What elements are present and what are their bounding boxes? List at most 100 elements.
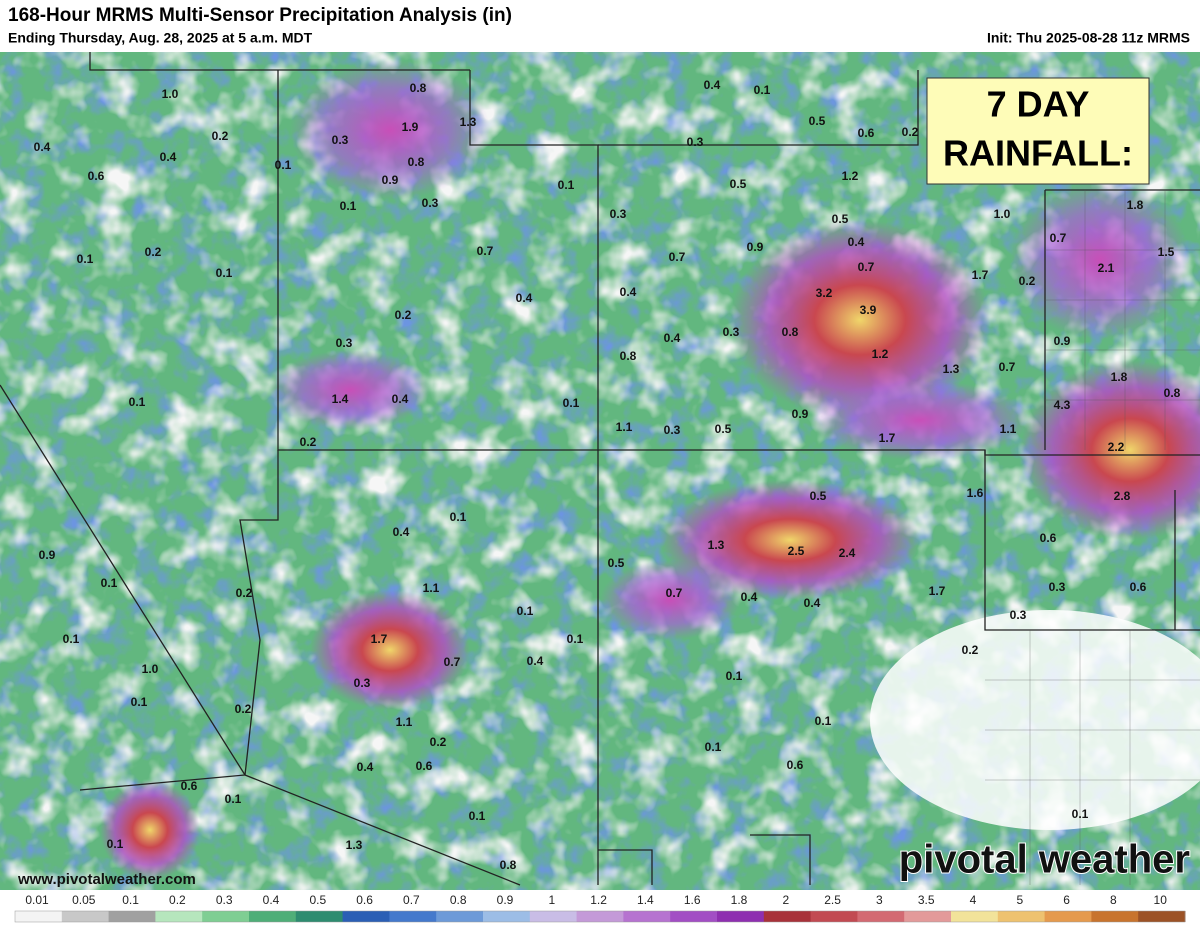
legend-tick-label: 6 <box>1063 893 1070 907</box>
rain-total-label: 1.2 <box>842 169 859 183</box>
legend-swatch <box>483 911 531 922</box>
rain-total-label: 0.9 <box>792 407 809 421</box>
site-url: www.pivotalweather.com <box>17 871 196 888</box>
legend-swatch <box>951 911 999 922</box>
rain-total-label: 0.9 <box>39 548 56 562</box>
rain-total-label: 0.4 <box>357 760 374 774</box>
legend-tick-label: 1.2 <box>590 893 607 907</box>
rain-total-label: 0.5 <box>608 556 625 570</box>
rain-total-label: 1.7 <box>371 632 388 646</box>
legend-tick-label: 1.8 <box>731 893 748 907</box>
rain-total-label: 0.3 <box>1049 580 1066 594</box>
rain-total-label: 0.1 <box>563 396 580 410</box>
legend-tick-label: 4 <box>970 893 977 907</box>
rain-total-label: 0.8 <box>620 349 637 363</box>
legend-tick-label: 2 <box>782 893 789 907</box>
rain-total-label: 0.8 <box>410 81 427 95</box>
rain-total-label: 0.1 <box>469 809 486 823</box>
logo: pivotal weather <box>899 838 1190 882</box>
rain-total-label: 0.2 <box>235 702 252 716</box>
rain-total-label: 0.7 <box>999 360 1016 374</box>
rain-total-label: 0.1 <box>107 837 124 851</box>
rain-total-label: 2.2 <box>1108 440 1125 454</box>
rain-total-label: 0.6 <box>88 169 105 183</box>
rain-total-label: 0.2 <box>395 308 412 322</box>
legend-tick-label: 0.6 <box>356 893 373 907</box>
rain-total-label: 0.6 <box>1040 531 1057 545</box>
rain-total-label: 0.3 <box>687 135 704 149</box>
legend-tick-label: 8 <box>1110 893 1117 907</box>
rain-total-label: 0.2 <box>902 125 919 139</box>
rain-total-label: 0.1 <box>726 669 743 683</box>
rain-total-label: 0.1 <box>275 158 292 172</box>
legend-swatch <box>763 911 812 922</box>
rain-total-label: 0.6 <box>416 759 433 773</box>
rain-total-label: 0.4 <box>664 331 681 345</box>
callout-line: 7 DAY <box>987 84 1090 125</box>
rain-total-label: 0.3 <box>1010 608 1027 622</box>
rain-total-label: 1.0 <box>142 662 159 676</box>
legend-tick-label: 1.4 <box>637 893 654 907</box>
rain-total-label: 0.2 <box>145 245 162 259</box>
legend-swatch <box>529 911 578 922</box>
legend-tick-label: 0.9 <box>497 893 514 907</box>
legend-tick-label: 0.5 <box>309 893 326 907</box>
rain-total-label: 0.4 <box>620 285 637 299</box>
rain-total-label: 2.4 <box>839 546 856 560</box>
rain-total-label: 0.1 <box>754 83 771 97</box>
legend-border <box>14 910 1186 923</box>
rain-total-label: 0.7 <box>669 250 686 264</box>
legend-swatch <box>810 911 858 922</box>
rain-total-label: 1.6 <box>967 486 984 500</box>
rain-total-label: 0.4 <box>527 654 544 668</box>
callout-line: RAINFALL: <box>943 133 1133 174</box>
rain-total-label: 0.3 <box>664 423 681 437</box>
legend-swatch <box>436 911 484 922</box>
legend-tick-label: 1.6 <box>684 893 701 907</box>
rain-total-label: 0.1 <box>340 199 357 213</box>
legend-swatch <box>997 911 1046 922</box>
rain-total-label: 1.9 <box>402 120 419 134</box>
legend-swatch <box>717 911 765 922</box>
rain-total-label: 1.5 <box>1158 245 1175 259</box>
rain-total-label: 0.6 <box>858 126 875 140</box>
legend-swatch <box>623 911 671 922</box>
legend-swatch <box>155 911 203 922</box>
rain-total-label: 0.3 <box>332 133 349 147</box>
header-bg <box>0 0 1200 52</box>
legend-tick-label: 3 <box>876 893 883 907</box>
rain-total-label: 0.2 <box>300 435 317 449</box>
legend-tick-label: 0.7 <box>403 893 420 907</box>
rain-total-label: 0.6 <box>787 758 804 772</box>
rain-total-label: 0.8 <box>408 155 425 169</box>
rain-total-label: 0.1 <box>705 740 722 754</box>
legend-swatch <box>389 911 437 922</box>
rain-total-label: 4.3 <box>1054 398 1071 412</box>
rain-total-label: 0.5 <box>715 422 732 436</box>
rain-total-label: 3.2 <box>816 286 833 300</box>
legend-swatch <box>857 911 905 922</box>
rain-total-label: 0.9 <box>1054 334 1071 348</box>
rain-total-label: 0.8 <box>500 858 517 872</box>
rain-total-label: 0.4 <box>704 78 721 92</box>
rain-total-label: 1.8 <box>1111 370 1128 384</box>
rain-total-label: 0.1 <box>567 632 584 646</box>
rain-total-label: 1.7 <box>879 431 896 445</box>
rain-total-label: 0.5 <box>810 489 827 503</box>
rain-total-label: 0.2 <box>236 586 253 600</box>
rain-total-label: 0.3 <box>723 325 740 339</box>
rain-total-label: 1.0 <box>162 87 179 101</box>
legend-swatch <box>108 911 156 922</box>
rain-total-label: 0.1 <box>131 695 148 709</box>
rain-total-label: 0.8 <box>1164 386 1181 400</box>
rain-total-label: 0.2 <box>1019 274 1036 288</box>
rain-total-label: 1.0 <box>994 207 1011 221</box>
legend-swatch <box>670 911 718 922</box>
rain-total-label: 1.3 <box>943 362 960 376</box>
legend-tick-label: 5 <box>1016 893 1023 907</box>
state-borders <box>0 52 1200 886</box>
rain-total-label: 0.1 <box>517 604 534 618</box>
rain-total-label: 0.4 <box>392 392 409 406</box>
rain-total-label: 0.7 <box>477 244 494 258</box>
